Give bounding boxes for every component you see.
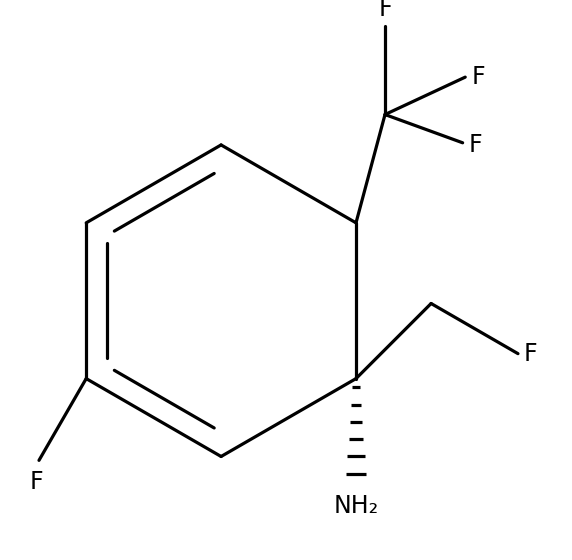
Text: F: F: [30, 470, 43, 494]
Text: F: F: [471, 65, 484, 89]
Text: F: F: [378, 0, 392, 21]
Text: F: F: [468, 133, 482, 157]
Text: NH₂: NH₂: [333, 494, 379, 518]
Text: F: F: [524, 342, 538, 366]
